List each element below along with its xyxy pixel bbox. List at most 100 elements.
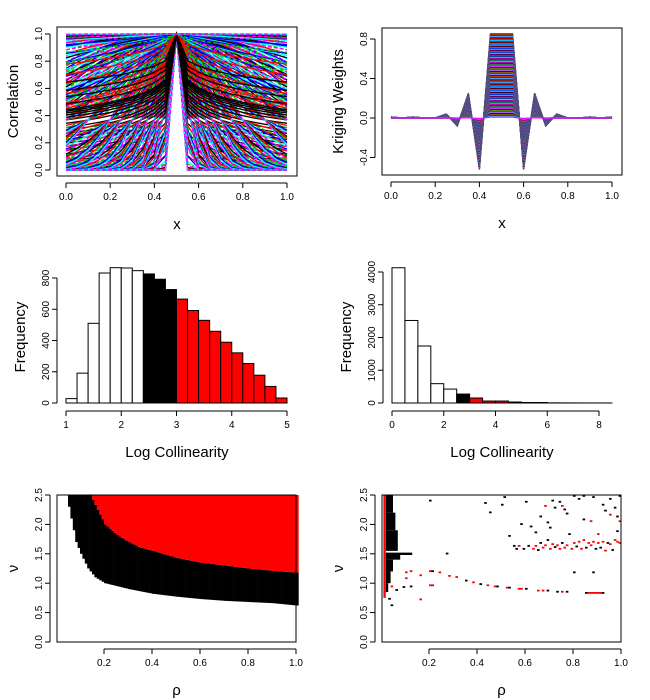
map-cell — [580, 547, 583, 550]
map-cell — [573, 571, 576, 574]
black-region-cell — [291, 572, 294, 606]
plot-box — [381, 494, 622, 643]
black-region-cell — [207, 563, 210, 600]
black-region-cell — [113, 532, 117, 586]
black-region-cell — [101, 519, 105, 582]
map-cell — [565, 512, 569, 515]
black-region-cell — [233, 566, 237, 602]
black-region-cell — [204, 563, 208, 600]
black-region-cell — [142, 548, 146, 592]
map-cell — [616, 530, 619, 533]
x-tick-label: 0.6 — [192, 192, 206, 203]
x-tick-label: 3 — [174, 420, 180, 431]
map-cell — [539, 542, 542, 544]
x-axis-label: x — [173, 216, 181, 233]
black-region-cell — [209, 563, 213, 600]
x-tick-label: 4 — [493, 420, 499, 431]
black-region-cell — [240, 567, 244, 602]
y-tick-label: 200 — [41, 363, 52, 380]
correlation-curve — [65, 33, 288, 141]
map-cell — [522, 547, 526, 550]
map-cell — [520, 523, 523, 526]
map-cell — [597, 533, 600, 536]
red-region-cell — [233, 495, 237, 567]
black-region-cell — [248, 568, 251, 603]
map-cell — [503, 496, 506, 498]
correlation-curve — [65, 33, 288, 80]
map-cell — [609, 543, 612, 546]
map-cell — [558, 500, 562, 503]
y-tick-label: 1.0 — [359, 576, 370, 590]
black-region-cell — [118, 536, 122, 587]
red-region-cell — [243, 495, 246, 568]
x-tick-label: 0.2 — [103, 192, 117, 203]
black-region-cell — [197, 562, 201, 599]
black-region-cell — [176, 557, 179, 597]
map-cell — [395, 589, 398, 591]
x-tick-label: 0.2 — [422, 658, 436, 669]
red-region-cell — [240, 495, 244, 568]
map-cell — [489, 511, 492, 514]
map-cell — [551, 499, 554, 502]
black-region-cell — [92, 499, 95, 575]
x-tick-label: 0.4 — [470, 658, 484, 669]
map-block — [385, 512, 396, 531]
map-cell — [585, 546, 588, 549]
black-region-cell — [216, 564, 220, 601]
map-cell — [517, 587, 521, 590]
black-region-cell — [147, 549, 150, 593]
map-cell — [577, 497, 581, 500]
red-region-cell — [99, 495, 102, 515]
black-region-cell — [173, 557, 177, 597]
red-region-cell — [231, 495, 234, 567]
red-region-cell — [279, 495, 282, 572]
red-region-cell — [248, 495, 251, 569]
x-tick-label: 0.8 — [566, 658, 580, 669]
black-region-cell — [221, 565, 225, 601]
map-cell — [553, 546, 557, 548]
map-cell — [505, 586, 509, 589]
x-tick-label: 1.0 — [614, 658, 628, 669]
y-tick-label: 0.4 — [34, 108, 45, 122]
x-tick-label: 1.0 — [605, 191, 619, 202]
map-cell — [520, 587, 523, 590]
map-cell — [592, 592, 595, 594]
black-region-cell — [281, 571, 285, 605]
black-region-cell — [188, 560, 191, 598]
map-cell — [601, 540, 605, 543]
map-cell — [609, 513, 612, 516]
map-cell — [544, 504, 547, 507]
black-region-cell — [272, 570, 275, 604]
x-tick-label: 1.0 — [289, 658, 303, 669]
black-region-cell — [152, 550, 155, 594]
map-cell — [409, 585, 413, 588]
map-cell — [549, 526, 552, 529]
map-cell — [534, 544, 538, 547]
black-region-cell — [80, 495, 83, 554]
map-cell — [589, 592, 593, 594]
correlation-curve — [65, 33, 288, 92]
map-cell — [409, 570, 413, 573]
histogram-bar — [275, 397, 288, 404]
x-tick-label: 0.6 — [518, 658, 532, 669]
black-region-cell — [171, 556, 174, 597]
black-region-cell — [245, 568, 249, 602]
x-tick-label: 0.6 — [193, 658, 207, 669]
black-region-cell — [116, 534, 119, 587]
map-cell — [390, 604, 394, 607]
black-region-cell — [84, 495, 88, 564]
black-region-cell — [202, 562, 206, 600]
red-region-cell — [202, 495, 206, 563]
black-region-cell — [125, 540, 129, 589]
black-region-cell — [96, 509, 100, 579]
map-block — [385, 583, 389, 593]
black-region-cell — [72, 495, 76, 531]
black-region-cell — [224, 565, 227, 601]
map-cell — [561, 542, 564, 544]
map-cell — [556, 544, 559, 547]
map-cell — [606, 542, 610, 544]
map-cell — [573, 542, 576, 544]
black-region-cell — [161, 553, 165, 595]
